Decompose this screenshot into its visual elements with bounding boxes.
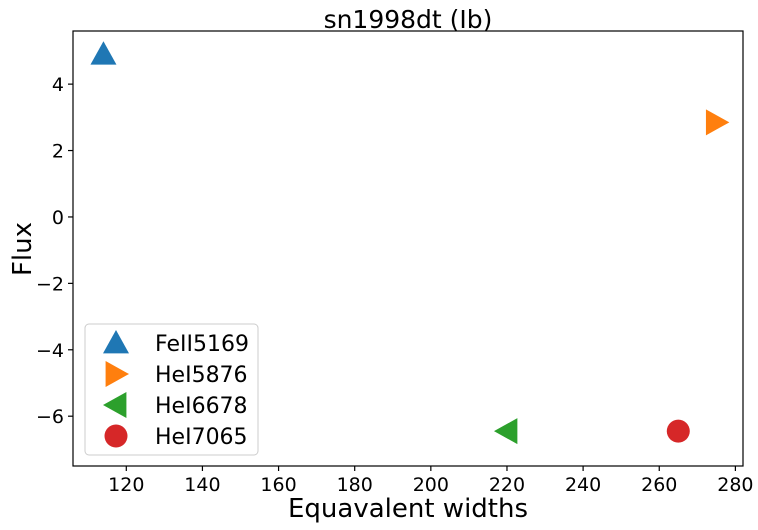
legend: FeII5169 HeI5876 HeI6678 HeI7065 <box>84 323 259 456</box>
legend-marker <box>103 392 127 418</box>
legend-label: HeI7065 <box>155 425 248 450</box>
y-tick-label: 2 <box>52 141 64 163</box>
x-tick-label: 220 <box>489 474 525 496</box>
x-tick-label: 280 <box>717 474 753 496</box>
plot-frame <box>72 30 744 467</box>
axes: 120 140 160 180 200 220 240 260 280 4 2 0 −2 −4 −6 <box>36 74 754 496</box>
x-axis-label: Equavalent widths <box>288 494 528 524</box>
x-tick-label: 120 <box>108 474 144 496</box>
legend-marker <box>104 424 128 448</box>
data-point <box>90 41 117 65</box>
legend-label: HeI6678 <box>155 394 248 419</box>
data-point <box>666 419 690 443</box>
y-axis-label: Flux <box>8 222 38 276</box>
data-points <box>90 41 730 445</box>
x-tick-label: 160 <box>260 474 296 496</box>
x-tick-label: 200 <box>413 474 449 496</box>
y-tick-label: −4 <box>36 340 64 362</box>
legend-marker <box>103 330 129 354</box>
chart-title: sn1998dt (Ib) <box>324 5 493 34</box>
x-tick-label: 260 <box>641 474 677 496</box>
legend-marker <box>105 361 129 387</box>
y-tick-label: 4 <box>52 74 64 96</box>
legend-label: HeI5876 <box>155 363 248 388</box>
data-point <box>493 418 518 445</box>
data-point <box>705 109 730 136</box>
y-tick-label: −2 <box>36 273 64 295</box>
y-tick-label: 0 <box>52 207 64 229</box>
x-tick-label: 240 <box>565 474 601 496</box>
x-tick-label: 180 <box>337 474 373 496</box>
x-tick-label: 140 <box>184 474 220 496</box>
y-tick-label: −6 <box>36 406 64 428</box>
legend-box <box>84 323 259 456</box>
legend-label: FeII5169 <box>155 332 249 357</box>
